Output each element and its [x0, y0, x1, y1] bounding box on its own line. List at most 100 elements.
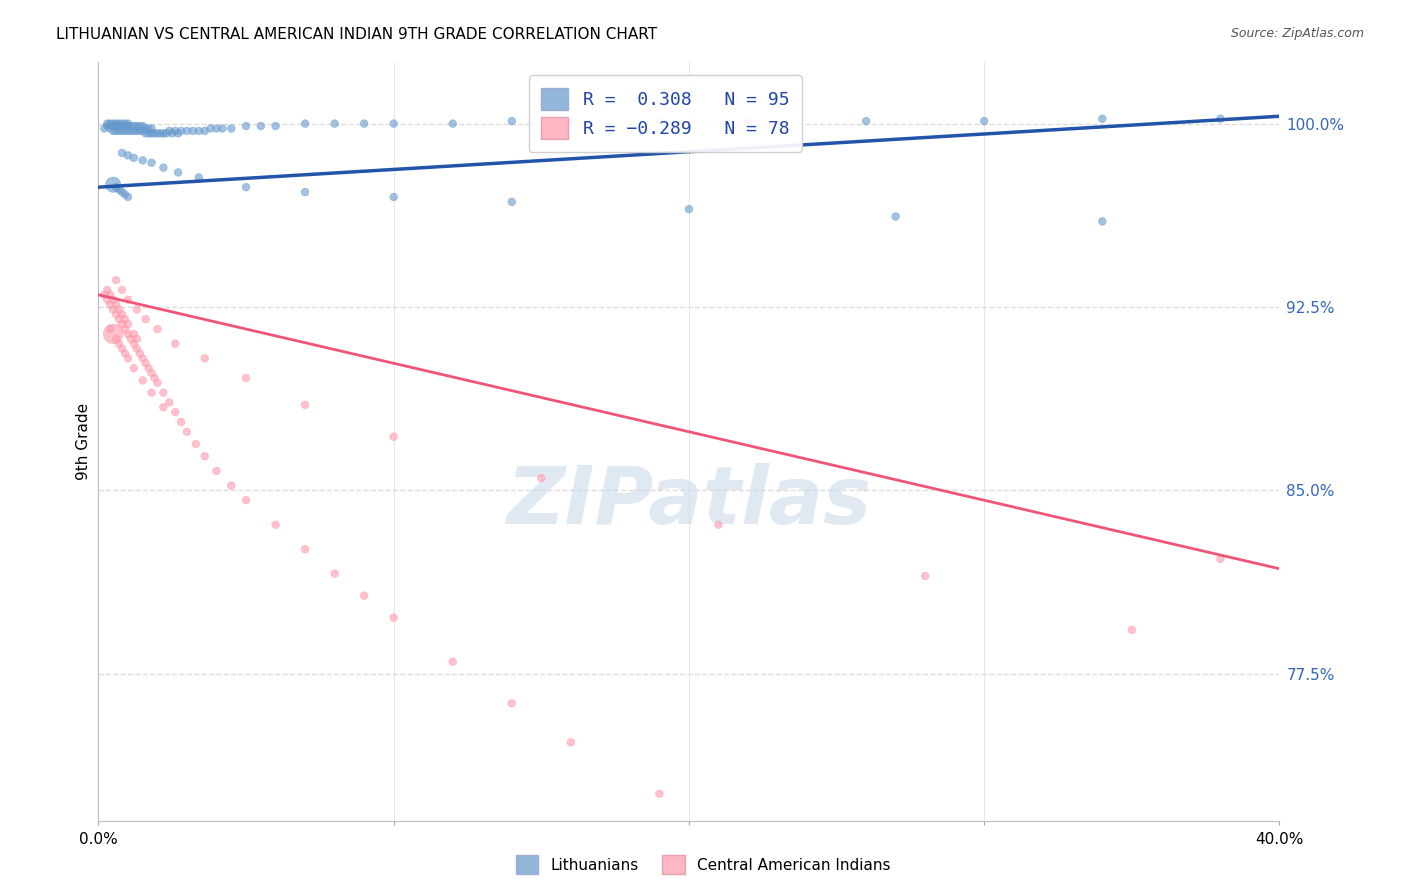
Point — [105, 297, 128, 311]
Text: ZIPatlas: ZIPatlas — [506, 463, 872, 541]
Y-axis label: 9th Grade: 9th Grade — [76, 403, 91, 480]
Point — [211, 121, 233, 136]
Point — [108, 124, 131, 138]
Point — [122, 124, 145, 138]
Point — [125, 124, 148, 138]
Point — [235, 371, 257, 385]
Point — [194, 124, 217, 138]
Point — [111, 117, 134, 131]
Point — [111, 307, 134, 321]
Point — [146, 322, 169, 336]
Point — [146, 376, 169, 390]
Point — [105, 332, 128, 346]
Point — [648, 787, 671, 801]
Point — [108, 119, 131, 133]
Point — [132, 153, 155, 168]
Point — [103, 124, 125, 138]
Point — [103, 302, 125, 317]
Point — [122, 119, 145, 133]
Point — [98, 297, 121, 311]
Point — [235, 180, 257, 194]
Point — [1121, 623, 1143, 637]
Point — [105, 119, 128, 133]
Point — [96, 283, 118, 297]
Point — [93, 121, 115, 136]
Point — [122, 151, 145, 165]
Point — [221, 121, 243, 136]
Point — [98, 117, 121, 131]
Point — [855, 114, 877, 128]
Legend: Lithuanians, Central American Indians: Lithuanians, Central American Indians — [509, 849, 897, 880]
Point — [103, 293, 125, 307]
Point — [128, 119, 150, 133]
Point — [108, 117, 131, 131]
Point — [194, 449, 217, 463]
Point — [117, 293, 139, 307]
Point — [141, 366, 163, 380]
Point — [143, 127, 166, 141]
Point — [1091, 112, 1114, 126]
Point — [441, 655, 464, 669]
Point — [98, 322, 121, 336]
Point — [170, 415, 193, 429]
Point — [152, 401, 174, 415]
Point — [132, 373, 155, 387]
Point — [120, 124, 142, 138]
Point — [973, 114, 995, 128]
Point — [122, 361, 145, 376]
Point — [111, 317, 134, 331]
Point — [117, 190, 139, 204]
Point — [167, 127, 190, 141]
Point — [117, 317, 139, 331]
Point — [678, 202, 700, 217]
Point — [135, 356, 157, 370]
Point — [323, 566, 346, 581]
Point — [353, 589, 375, 603]
Point — [108, 183, 131, 197]
Point — [138, 361, 160, 376]
Point — [382, 117, 405, 131]
Point — [135, 312, 157, 326]
Point — [125, 119, 148, 133]
Point — [122, 336, 145, 351]
Point — [176, 124, 198, 138]
Point — [117, 119, 139, 133]
Point — [114, 119, 136, 133]
Point — [560, 735, 582, 749]
Point — [170, 124, 193, 138]
Point — [105, 180, 128, 194]
Point — [501, 114, 523, 128]
Point — [1091, 214, 1114, 228]
Point — [117, 148, 139, 162]
Point — [114, 312, 136, 326]
Point — [187, 170, 209, 185]
Point — [200, 121, 222, 136]
Point — [125, 332, 148, 346]
Point — [221, 478, 243, 492]
Point — [294, 117, 316, 131]
Point — [187, 124, 209, 138]
Point — [884, 210, 907, 224]
Point — [111, 145, 134, 160]
Point — [105, 307, 128, 321]
Point — [205, 121, 228, 136]
Point — [205, 464, 228, 478]
Legend: R =  0.308   N = 95, R = −0.289   N = 78: R = 0.308 N = 95, R = −0.289 N = 78 — [529, 75, 801, 152]
Point — [176, 425, 198, 439]
Point — [235, 119, 257, 133]
Point — [737, 833, 759, 847]
Point — [382, 430, 405, 444]
Point — [165, 124, 187, 138]
Point — [501, 696, 523, 710]
Point — [264, 119, 287, 133]
Point — [132, 351, 155, 366]
Point — [135, 127, 157, 141]
Point — [111, 342, 134, 356]
Point — [152, 127, 174, 141]
Point — [105, 117, 128, 131]
Point — [108, 336, 131, 351]
Point — [707, 517, 730, 532]
Point — [165, 336, 187, 351]
Point — [98, 287, 121, 301]
Point — [117, 326, 139, 341]
